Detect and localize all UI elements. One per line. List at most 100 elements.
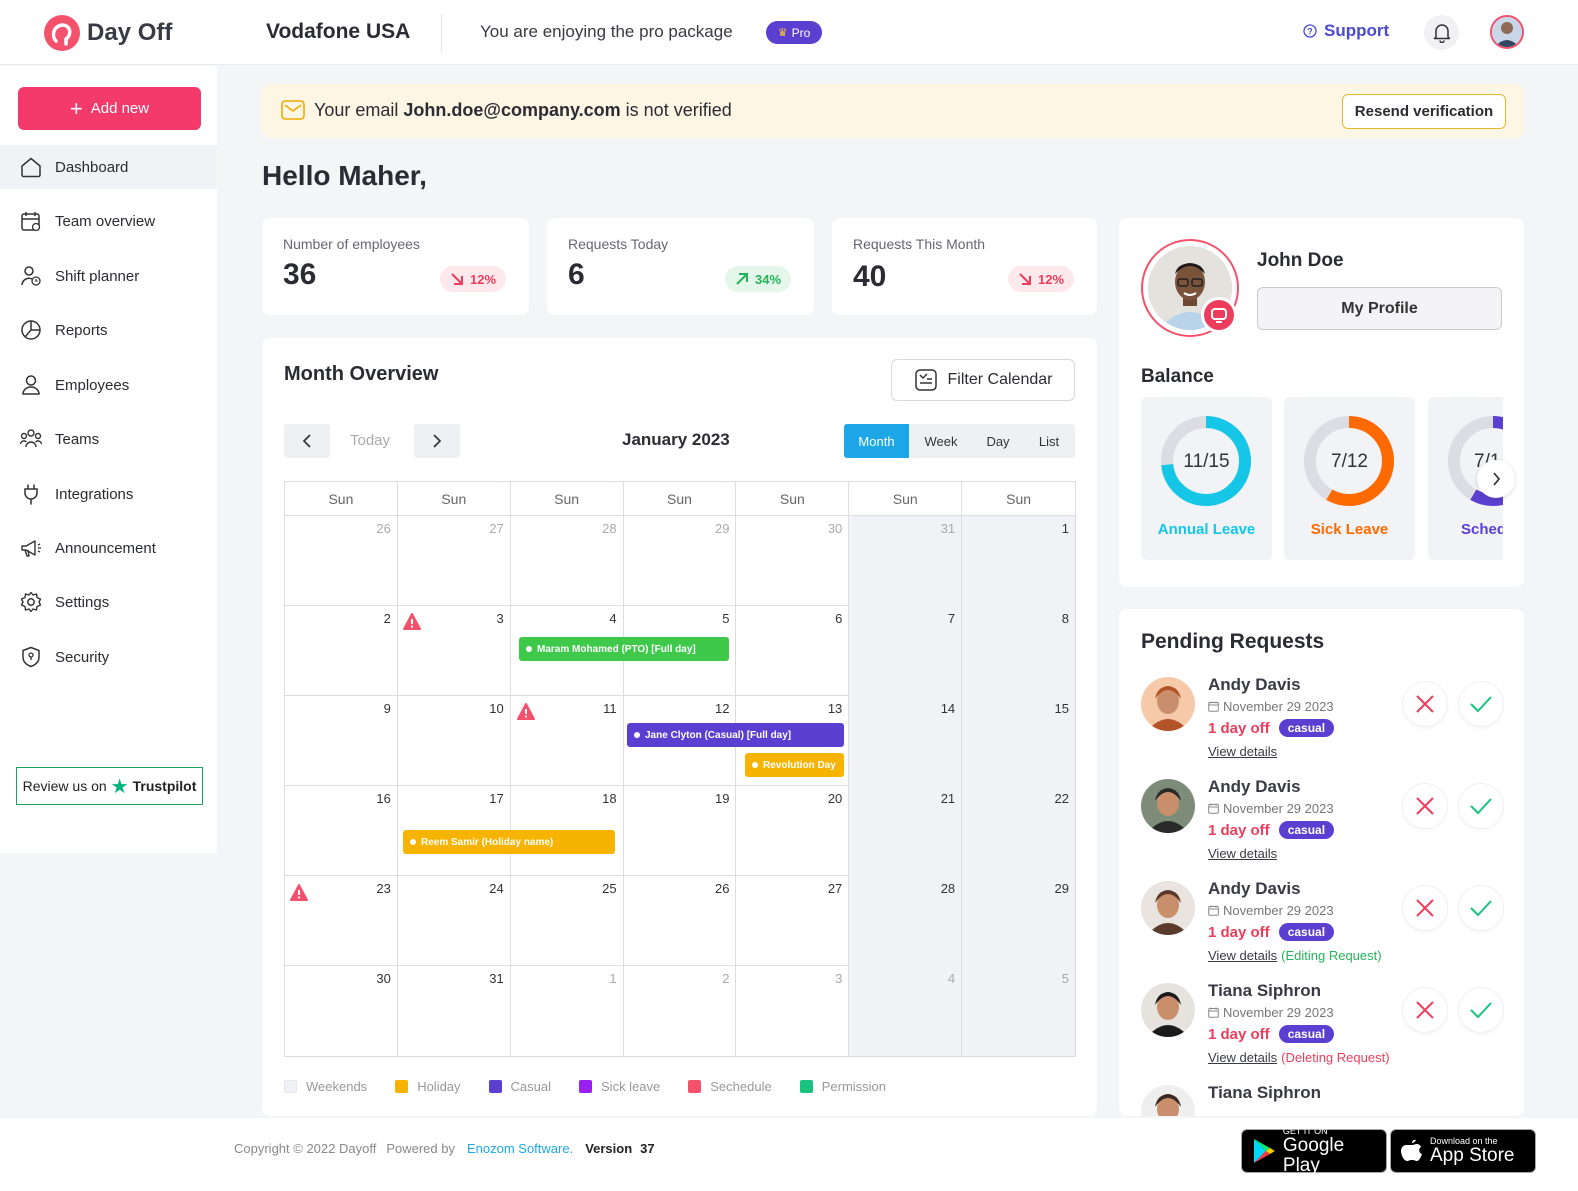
trustpilot-review-button[interactable]: Review us on ★ Trustpilot <box>16 767 203 805</box>
warning-icon[interactable] <box>290 884 308 902</box>
sidebar-item-integrations[interactable]: Integrations <box>0 472 217 516</box>
calendar-day-cell[interactable]: 9 <box>285 696 398 786</box>
calendar-day-cell[interactable]: 14 <box>849 696 963 786</box>
user-avatar[interactable] <box>1490 15 1524 49</box>
calendar-day-cell[interactable]: 3 <box>398 606 511 696</box>
calendar-day-cell[interactable]: 11 <box>511 696 624 786</box>
calendar-event[interactable]: Revolution Day <box>745 753 844 777</box>
calendar-day-cell[interactable]: 6 <box>736 606 850 696</box>
reject-request-button[interactable] <box>1403 784 1447 828</box>
calendar-day-cell[interactable]: 20 <box>736 786 850 876</box>
approve-request-button[interactable] <box>1459 682 1503 726</box>
filter-calendar-button[interactable]: Filter Calendar <box>891 359 1075 401</box>
day-number: 29 <box>714 521 730 536</box>
notifications-button[interactable] <box>1424 15 1459 50</box>
view-details-link[interactable]: View details <box>1208 948 1278 963</box>
requester-avatar[interactable] <box>1141 1085 1195 1116</box>
calendar-day-cell[interactable]: 4 <box>849 966 963 1056</box>
calendar-day-cell[interactable]: 31 <box>849 516 963 606</box>
calendar-view-switcher: Month Week Day List <box>844 424 1075 458</box>
calendar-event[interactable]: Jane Clyton (Casual) [Full day] <box>627 723 844 747</box>
sidebar-item-reports[interactable]: Reports <box>0 308 217 352</box>
reject-request-button[interactable] <box>1403 682 1447 726</box>
requester-avatar[interactable] <box>1141 779 1195 833</box>
next-month-button[interactable] <box>414 424 460 458</box>
filter-list-icon <box>914 369 937 391</box>
calendar-day-cell[interactable]: 22 <box>962 786 1076 876</box>
warning-icon[interactable] <box>403 613 421 631</box>
today-button[interactable]: Today <box>350 432 391 449</box>
view-details-link[interactable]: View details <box>1208 846 1278 861</box>
calendar-day-cell[interactable]: 5 <box>624 606 737 696</box>
calendar-day-cell[interactable]: 30 <box>285 966 398 1056</box>
event-label: Reem Samir (Holiday name) <box>421 836 554 848</box>
my-profile-button[interactable]: My Profile <box>1257 287 1502 330</box>
approve-request-button[interactable] <box>1459 886 1503 930</box>
calendar-day-cell[interactable]: 31 <box>398 966 511 1056</box>
calendar-day-cell[interactable]: 1 <box>962 516 1076 606</box>
google-play-badge[interactable]: GET IT ON Google Play <box>1241 1126 1387 1176</box>
view-week-button[interactable]: Week <box>924 433 958 449</box>
calendar-day-cell[interactable]: 10 <box>398 696 511 786</box>
reject-request-button[interactable] <box>1403 886 1447 930</box>
calendar-day-cell[interactable]: 5 <box>962 966 1076 1056</box>
calendar-day-cell[interactable]: 29 <box>624 516 737 606</box>
chevron-right-icon <box>1492 472 1500 486</box>
calendar-day-cell[interactable]: 16 <box>285 786 398 876</box>
requester-avatar[interactable] <box>1141 983 1195 1037</box>
company-link[interactable]: Enozom Software. <box>466 1141 574 1156</box>
calendar-day-cell[interactable]: 27 <box>736 876 850 966</box>
sidebar-item-announcement[interactable]: Announcement <box>0 526 217 570</box>
support-link[interactable]: ? Support <box>1303 21 1389 41</box>
plus-icon: + <box>69 95 83 121</box>
view-day-button[interactable]: Day <box>986 433 1010 449</box>
calendar-event[interactable]: Maram Mohamed (PTO) [Full day] <box>519 637 729 661</box>
sidebar-item-shift-planner[interactable]: Shift planner <box>0 254 217 298</box>
calendar-day-cell[interactable]: 23 <box>285 876 398 966</box>
calendar-day-cell[interactable]: 7 <box>849 606 963 696</box>
view-details-link[interactable]: View details <box>1208 744 1278 759</box>
calendar-day-cell[interactable]: 18 <box>511 786 624 876</box>
sidebar-item-settings[interactable]: Settings <box>0 580 217 624</box>
calendar-day-cell[interactable]: 2 <box>624 966 737 1056</box>
calendar-day-cell[interactable]: 28 <box>849 876 963 966</box>
calendar-day-cell[interactable]: 2 <box>285 606 398 696</box>
approve-request-button[interactable] <box>1459 784 1503 828</box>
calendar-day-cell[interactable]: 8 <box>962 606 1076 696</box>
calendar-day-cell[interactable]: 30 <box>736 516 850 606</box>
requester-avatar[interactable] <box>1141 677 1195 731</box>
sidebar-item-team-overview[interactable]: Team overview <box>0 199 217 243</box>
calendar-day-cell[interactable]: 29 <box>962 876 1076 966</box>
calendar-day-cell[interactable]: 25 <box>511 876 624 966</box>
resend-verification-button[interactable]: Resend verification <box>1342 94 1506 129</box>
logo-text[interactable]: Day Off <box>87 19 173 46</box>
warning-icon[interactable] <box>517 703 535 721</box>
approve-request-button[interactable] <box>1459 988 1503 1032</box>
view-month-button[interactable]: Month <box>844 424 909 458</box>
calendar-day-cell[interactable]: 26 <box>624 876 737 966</box>
view-list-button[interactable]: List <box>1038 433 1060 449</box>
reject-request-button[interactable] <box>1403 988 1447 1032</box>
sidebar-item-teams[interactable]: Teams <box>0 417 217 461</box>
calendar-day-cell[interactable]: 1 <box>511 966 624 1056</box>
calendar-day-cell[interactable]: 15 <box>962 696 1076 786</box>
calendar-event[interactable]: Reem Samir (Holiday name) <box>403 830 615 854</box>
calendar-day-cell[interactable]: 13 <box>736 696 850 786</box>
calendar-day-cell[interactable]: 28 <box>511 516 624 606</box>
sidebar-item-employees[interactable]: Employees <box>0 363 217 407</box>
sidebar-item-dashboard[interactable]: Dashboard <box>0 145 217 189</box>
add-new-button[interactable]: + Add new <box>18 87 201 130</box>
sidebar-item-security[interactable]: Security <box>0 635 217 679</box>
calendar-day-cell[interactable]: 24 <box>398 876 511 966</box>
carousel-next-button[interactable] <box>1477 460 1515 498</box>
app-store-badge[interactable]: Download on the App Store <box>1390 1129 1536 1173</box>
calendar-day-cell[interactable]: 3 <box>736 966 850 1056</box>
calendar-day-cell[interactable]: 19 <box>624 786 737 876</box>
view-details-link[interactable]: View details <box>1208 1050 1278 1065</box>
calendar-day-cell[interactable]: 27 <box>398 516 511 606</box>
logo-icon[interactable] <box>44 15 80 51</box>
calendar-day-cell[interactable]: 26 <box>285 516 398 606</box>
prev-month-button[interactable] <box>284 424 330 458</box>
requester-avatar[interactable] <box>1141 881 1195 935</box>
calendar-day-cell[interactable]: 21 <box>849 786 963 876</box>
